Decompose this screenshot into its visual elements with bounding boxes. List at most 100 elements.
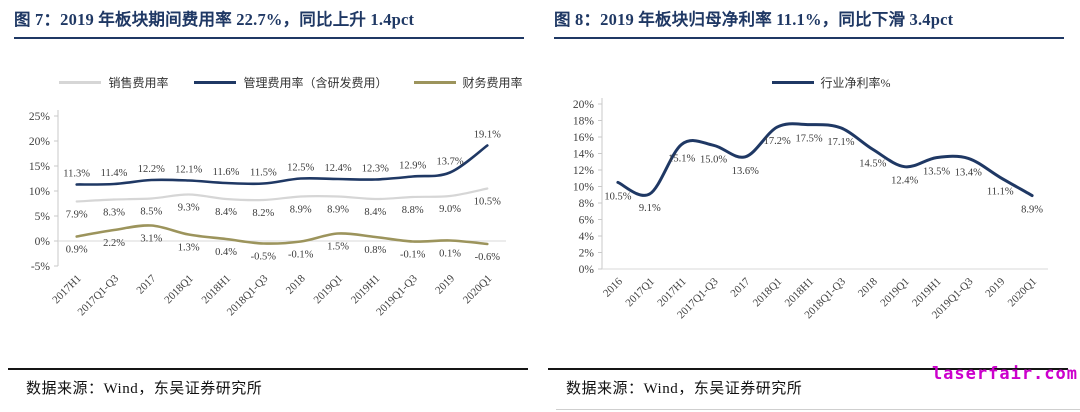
data-label: 0.1% <box>439 249 461 260</box>
y-axis-tick-label: 0% <box>579 264 595 276</box>
data-label: 7.9% <box>66 210 88 221</box>
x-axis-tick-label: 2020Q1 <box>461 273 495 307</box>
x-axis-tick-label: 2017 <box>134 272 158 296</box>
y-axis-tick-label: 2% <box>579 248 595 260</box>
data-label: 11.1% <box>987 186 1014 197</box>
legend-line-swatch <box>59 81 102 84</box>
x-axis-tick-label: 2018Q1 <box>751 276 785 310</box>
y-axis-tick-label: 5% <box>35 211 51 223</box>
figure-7-bottom-rule <box>8 368 528 370</box>
x-axis-tick-label: 2019Q1-Q3 <box>374 272 420 318</box>
x-axis-tick-label: 2018 <box>856 275 880 299</box>
data-label: 11.5% <box>250 168 277 179</box>
data-label: 9.0% <box>439 204 461 215</box>
data-label: 0.9% <box>66 245 88 256</box>
x-axis-tick-label: 2018 <box>284 272 308 296</box>
legend-line-swatch <box>771 81 814 84</box>
data-label: 12.4% <box>324 163 351 174</box>
data-label: -0.5% <box>251 252 277 263</box>
data-label: 10.5% <box>474 197 501 208</box>
y-axis-tick-label: 20% <box>29 136 51 148</box>
x-axis-tick-label: 2019 <box>983 275 1007 299</box>
legend-item-1: 管理费用率（含研发费用） <box>194 74 388 91</box>
y-axis-tick-label: 10% <box>29 186 51 198</box>
legend-item-2: 财务费用率 <box>413 74 523 91</box>
x-axis-tick-label: 2020Q1 <box>1006 276 1040 310</box>
figure-7-title: 图 7：2019 年板块期间费用率 22.7%，同比上升 1.4pct <box>14 6 524 39</box>
legend-line-swatch <box>413 81 456 84</box>
y-axis-tick-label: 15% <box>29 161 51 173</box>
figure-8-panel: 图 8：2019 年板块归母净利率 11.1%，同比下滑 3.4pct 行业净利… <box>540 0 1080 412</box>
figure-8-title: 图 8：2019 年板块归母净利率 11.1%，同比下滑 3.4pct <box>554 6 1064 39</box>
data-label: 19.1% <box>474 130 501 141</box>
data-label: 3.1% <box>140 234 162 245</box>
data-label: 13.4% <box>955 167 982 178</box>
data-label: -0.6% <box>475 252 501 263</box>
data-label: 11.3% <box>63 169 90 180</box>
data-label: 13.7% <box>436 157 463 168</box>
data-label: 9.1% <box>639 203 661 214</box>
y-axis-tick-label: 14% <box>573 149 595 161</box>
data-label: 12.5% <box>287 163 314 174</box>
y-axis-tick-label: 16% <box>573 132 595 144</box>
data-label: 12.3% <box>362 164 389 175</box>
data-label: 10.5% <box>604 191 631 202</box>
series-line-2 <box>75 224 489 246</box>
y-axis-tick-label: 6% <box>579 215 595 227</box>
figure-7-source: 数据来源：Wind，东吴证券研究所 <box>26 381 263 397</box>
data-label: 9.3% <box>178 203 200 214</box>
y-axis-tick-label: 8% <box>579 198 595 210</box>
data-label: 8.8% <box>402 205 424 216</box>
data-label: 11.4% <box>101 168 128 179</box>
figure-7-panel: 图 7：2019 年板块期间费用率 22.7%，同比上升 1.4pct 销售费用… <box>0 6 540 397</box>
legend-item-0: 销售费用率 <box>59 74 168 91</box>
y-axis-tick-label: -5% <box>31 261 51 273</box>
y-axis-tick-label: 12% <box>573 165 595 177</box>
data-label: 11.6% <box>213 167 240 178</box>
legend-label: 财务费用率 <box>462 76 523 90</box>
x-axis-tick-label: 2019Q1 <box>878 276 912 310</box>
figure-8-bottom-rule <box>548 368 1068 370</box>
data-label: 13.5% <box>923 167 950 178</box>
x-axis-tick-label: 2018Q1 <box>162 273 196 307</box>
x-axis-tick-label: 2018Q1-Q3 <box>225 272 271 318</box>
data-label: 0.8% <box>364 245 386 256</box>
figure-7-legend: 销售费用率 管理费用率（含研发费用） 财务费用率 <box>0 74 540 91</box>
x-axis-tick-label: 2019 <box>433 272 457 296</box>
legend-item-0: 行业净利率% <box>771 74 891 91</box>
x-axis-tick-label: 2016 <box>601 275 625 299</box>
data-label: 8.5% <box>140 207 162 218</box>
data-label: 8.9% <box>290 205 312 216</box>
figure-8-bottom-divider <box>556 409 1080 410</box>
x-axis-tick-label: 2018H1 <box>200 273 234 307</box>
y-axis-tick-label: 0% <box>35 236 51 248</box>
data-label: 17.1% <box>827 137 854 148</box>
data-label: 15.1% <box>668 153 695 164</box>
data-label: 17.2% <box>764 136 791 147</box>
data-label: 8.9% <box>1021 205 1043 216</box>
data-label: 13.6% <box>732 166 759 177</box>
data-label: 1.3% <box>178 243 200 254</box>
legend-label: 销售费用率 <box>108 76 169 90</box>
data-label: 8.3% <box>103 208 125 219</box>
data-label: 8.4% <box>215 207 237 218</box>
y-axis-tick-label: 18% <box>573 116 595 128</box>
y-axis-tick-label: 10% <box>573 182 595 194</box>
data-label: 12.9% <box>399 161 426 172</box>
x-axis-tick-label: 2017H1 <box>50 273 84 307</box>
data-label: 8.9% <box>327 205 349 216</box>
data-label: 12.1% <box>175 165 202 176</box>
legend-label: 管理费用率（含研发费用） <box>243 76 388 90</box>
legend-line-swatch <box>194 81 237 84</box>
y-axis-tick-label: 4% <box>579 231 595 243</box>
data-label: 15.0% <box>700 154 727 165</box>
data-label: -0.1% <box>288 250 314 261</box>
series-line-1 <box>75 144 489 186</box>
series-line-0 <box>75 187 489 203</box>
x-axis-tick-label: 2017Q1-Q3 <box>75 272 121 318</box>
x-axis-tick-label: 2019H1 <box>349 273 383 307</box>
data-label: 0.4% <box>215 247 237 258</box>
